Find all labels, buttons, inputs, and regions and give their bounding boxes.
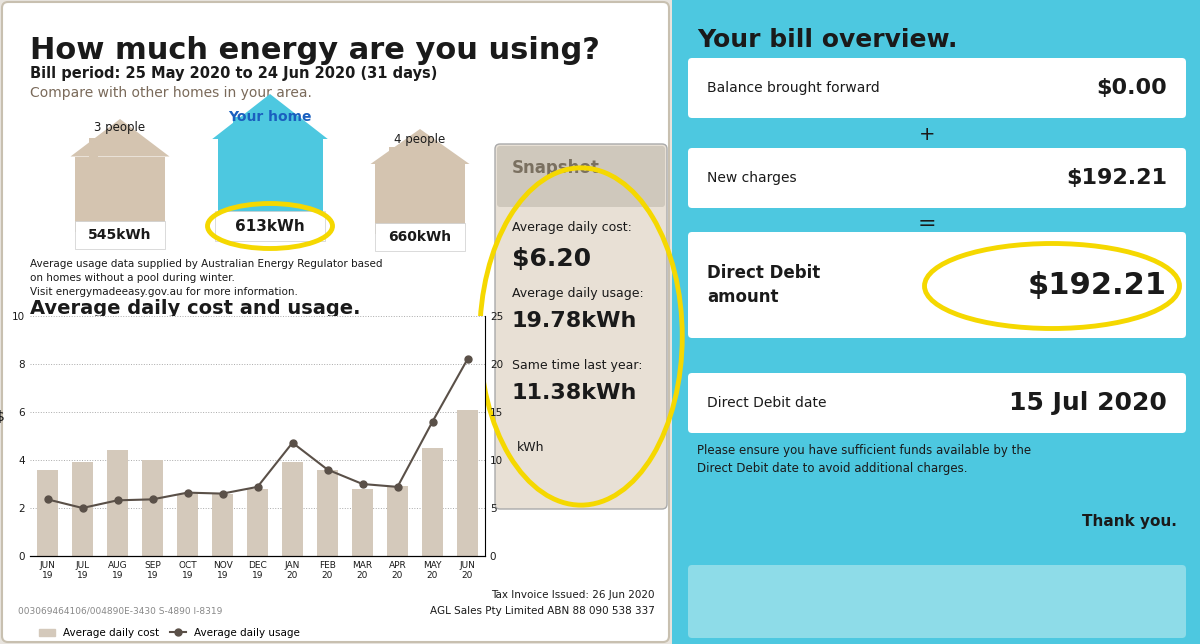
Bar (317, 469, 338, 556)
Bar (72, 462, 94, 556)
Bar (215, 211, 325, 241)
Text: $0.00: $0.00 (1097, 78, 1166, 98)
FancyBboxPatch shape (688, 373, 1186, 433)
Bar (672, 0, 1200, 644)
Bar (142, 460, 163, 556)
Text: Balance brought forward: Balance brought forward (707, 81, 880, 95)
Bar (107, 450, 128, 556)
Text: 19.78kWh: 19.78kWh (512, 311, 637, 331)
Text: How much energy are you using?: How much energy are you using? (30, 36, 600, 65)
Bar (352, 489, 373, 556)
Text: Your bill overview.: Your bill overview. (697, 28, 958, 52)
Bar (217, 139, 323, 229)
Bar (74, 156, 166, 231)
Bar (422, 448, 443, 556)
Bar (74, 221, 166, 249)
Legend: Average daily cost, Average daily usage: Average daily cost, Average daily usage (35, 623, 304, 642)
Text: 15 Jul 2020: 15 Jul 2020 (1009, 391, 1166, 415)
Text: Direct Debit date: Direct Debit date (707, 396, 827, 410)
Text: Average daily usage:: Average daily usage: (512, 287, 643, 300)
Bar (388, 486, 408, 556)
Text: 660kWh: 660kWh (389, 230, 451, 244)
FancyBboxPatch shape (688, 232, 1186, 338)
Bar (37, 469, 58, 556)
Bar (233, 117, 244, 139)
Bar (374, 164, 466, 234)
Bar (389, 146, 397, 164)
Text: AGL Sales Pty Limited ABN 88 090 538 337: AGL Sales Pty Limited ABN 88 090 538 337 (430, 606, 655, 616)
Y-axis label: kWh: kWh (517, 440, 545, 454)
Text: Direct Debit
amount: Direct Debit amount (707, 264, 821, 306)
Text: 3 people: 3 people (95, 121, 145, 134)
Text: Compare with other homes in your area.: Compare with other homes in your area. (30, 86, 312, 100)
Text: $192.21: $192.21 (1028, 270, 1166, 299)
Text: Average daily cost:: Average daily cost: (512, 221, 632, 234)
Text: $192.21: $192.21 (1066, 168, 1166, 188)
Polygon shape (212, 94, 328, 139)
Text: Your home: Your home (228, 110, 312, 124)
Text: New charges: New charges (707, 171, 797, 185)
Bar (282, 462, 304, 556)
Text: Thank you.: Thank you. (1082, 514, 1177, 529)
Text: Tax Invoice Issued: 26 Jun 2020: Tax Invoice Issued: 26 Jun 2020 (492, 590, 655, 600)
Text: +: + (919, 124, 935, 144)
FancyBboxPatch shape (497, 146, 665, 207)
FancyBboxPatch shape (688, 148, 1186, 208)
Bar (89, 138, 97, 156)
Text: 613kWh: 613kWh (235, 218, 305, 234)
Polygon shape (371, 129, 469, 164)
Text: Same time last year:: Same time last year: (512, 359, 642, 372)
FancyBboxPatch shape (688, 565, 1186, 638)
Text: 545kWh: 545kWh (89, 228, 151, 242)
Text: 4 people: 4 people (395, 133, 445, 146)
Bar (212, 493, 233, 556)
Text: 11.38kWh: 11.38kWh (512, 383, 637, 403)
Polygon shape (71, 119, 169, 156)
Y-axis label: $: $ (0, 410, 5, 424)
FancyBboxPatch shape (2, 2, 670, 642)
Bar (178, 493, 198, 556)
Text: Average usage data supplied by Australian Energy Regulator based
on homes withou: Average usage data supplied by Australia… (30, 259, 383, 297)
Bar (457, 410, 478, 556)
Text: Please ensure you have sufficient funds available by the
Direct Debit date to av: Please ensure you have sufficient funds … (697, 444, 1031, 475)
Text: 003069464106/004890E-3430 S-4890 I-8319: 003069464106/004890E-3430 S-4890 I-8319 (18, 607, 222, 616)
Text: Bill period: 25 May 2020 to 24 Jun 2020 (31 days): Bill period: 25 May 2020 to 24 Jun 2020 … (30, 66, 437, 81)
Bar (247, 489, 268, 556)
Text: Snapshot.: Snapshot. (512, 159, 606, 177)
FancyBboxPatch shape (688, 58, 1186, 118)
FancyBboxPatch shape (496, 144, 667, 509)
Bar (374, 223, 466, 251)
Text: $6.20: $6.20 (512, 247, 592, 271)
Text: Average daily cost and usage.: Average daily cost and usage. (30, 299, 360, 318)
Text: =: = (918, 214, 936, 234)
